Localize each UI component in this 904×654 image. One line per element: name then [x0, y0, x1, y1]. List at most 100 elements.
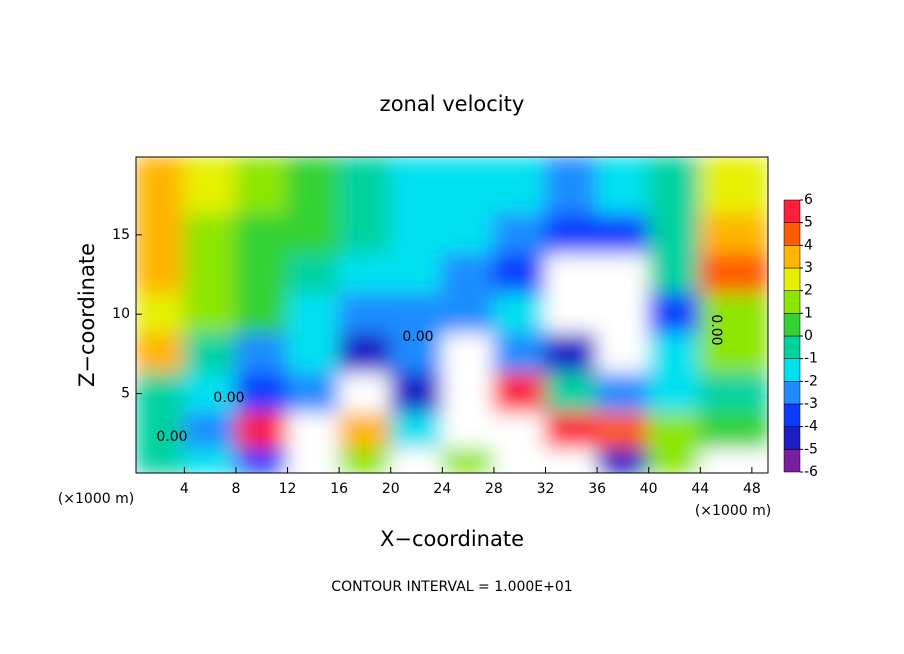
- cell: [596, 293, 650, 336]
- cell: [544, 293, 599, 336]
- cell: [183, 157, 237, 216]
- x-tick-label: 40: [640, 481, 658, 497]
- cell: [286, 412, 341, 451]
- cell: [441, 448, 495, 473]
- cell: [441, 293, 495, 336]
- cell: [136, 372, 186, 415]
- cell: [492, 213, 547, 256]
- contour-label: 0.00: [402, 329, 433, 345]
- cell: [234, 372, 289, 415]
- x-tick-label: 4: [180, 481, 189, 497]
- colorbar-label: -5: [804, 441, 818, 457]
- cell: [441, 253, 495, 296]
- cell: [136, 213, 186, 256]
- cell: [338, 293, 392, 336]
- cell: [389, 157, 444, 216]
- cell: [647, 253, 702, 296]
- cell: [647, 157, 702, 216]
- footer: CONTOUR INTERVAL = 1.000E+01: [331, 579, 572, 595]
- cell: [492, 372, 547, 415]
- colorbar-label: -2: [804, 373, 818, 389]
- x-tick-label: 12: [279, 481, 297, 497]
- cells: [136, 157, 768, 473]
- field: [136, 157, 768, 473]
- colorbar-box: [783, 313, 801, 337]
- cell: [389, 333, 444, 375]
- cell: [234, 412, 289, 451]
- cell: [136, 333, 186, 375]
- colorbar-box: [783, 267, 801, 291]
- colorbar-box: [783, 426, 801, 450]
- cell: [492, 448, 547, 473]
- cell: [338, 253, 392, 296]
- cell: [338, 157, 392, 216]
- colorbar-label: 6: [804, 192, 813, 208]
- cell: [234, 213, 289, 256]
- cell: [544, 157, 599, 216]
- cell: [441, 412, 495, 451]
- colorbar-label: 4: [804, 237, 813, 253]
- colorbar-box: [783, 245, 801, 269]
- y-tick-label: 10: [112, 306, 130, 322]
- cell: [699, 213, 768, 256]
- cell: [389, 372, 444, 415]
- colorbar-label: 2: [804, 283, 813, 299]
- x-tick-label: 32: [537, 481, 555, 497]
- cell: [286, 448, 341, 473]
- cell: [286, 157, 341, 216]
- cell: [647, 372, 702, 415]
- cell: [389, 213, 444, 256]
- x-axis-label: X−coordinate: [380, 527, 524, 551]
- cell: [136, 293, 186, 336]
- cell: [699, 157, 768, 216]
- x-tick-label: 28: [485, 481, 503, 497]
- colorbar-box: [783, 335, 801, 359]
- cell: [699, 253, 768, 296]
- cell: [183, 253, 237, 296]
- cell: [699, 333, 768, 375]
- x-unit-label: (×1000 m): [695, 503, 771, 519]
- cell: [699, 372, 768, 415]
- colorbar-box: [783, 222, 801, 246]
- cell: [338, 372, 392, 415]
- cell: [441, 213, 495, 256]
- cell: [389, 253, 444, 296]
- cell: [286, 293, 341, 336]
- colorbar-label: 1: [804, 305, 813, 321]
- cell: [596, 253, 650, 296]
- cell: [136, 412, 186, 451]
- cell: [338, 412, 392, 451]
- y-axis-label: Z−coordinate: [75, 243, 99, 387]
- colorbar-label: 5: [804, 215, 813, 231]
- y-tick-label: 5: [121, 386, 130, 402]
- cell: [234, 448, 289, 473]
- x-tick-label: 24: [433, 481, 451, 497]
- cell: [492, 412, 547, 451]
- cell: [647, 213, 702, 256]
- cell: [441, 333, 495, 375]
- cell: [136, 253, 186, 296]
- cell: [338, 448, 392, 473]
- cell: [596, 157, 650, 216]
- cell: [183, 372, 237, 415]
- contour-label: 0.00: [708, 314, 724, 345]
- y-tick-label: 15: [112, 227, 130, 243]
- colorbar-label: -4: [804, 419, 818, 435]
- plot-frame: [135, 156, 769, 474]
- cell: [441, 157, 495, 216]
- cell: [183, 333, 237, 375]
- cell: [234, 157, 289, 216]
- cell: [441, 372, 495, 415]
- cell: [647, 333, 702, 375]
- cell: [596, 372, 650, 415]
- contour-label: 0.00: [213, 390, 244, 406]
- cell: [647, 293, 702, 336]
- cell: [338, 213, 392, 256]
- cell: [234, 253, 289, 296]
- cell: [183, 412, 237, 451]
- cell: [544, 253, 599, 296]
- cell: [183, 448, 237, 473]
- cell: [544, 333, 599, 375]
- cell: [183, 213, 237, 256]
